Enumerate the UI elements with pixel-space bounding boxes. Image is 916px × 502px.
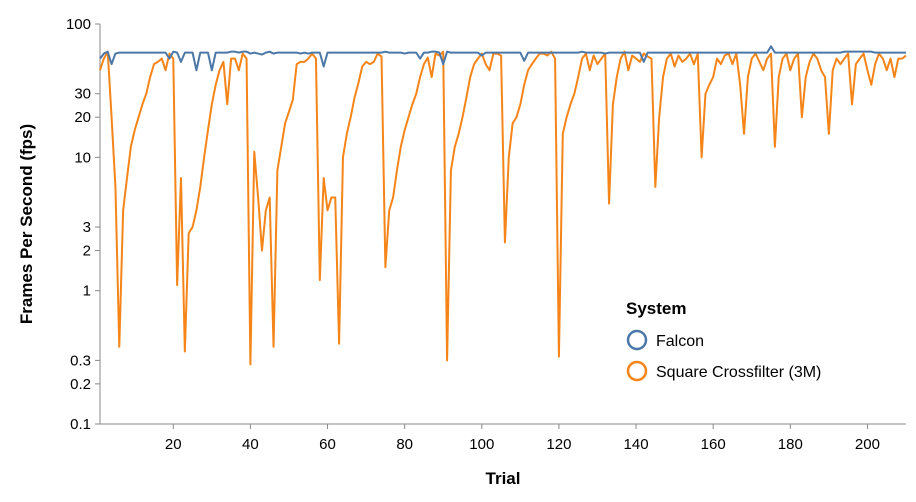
legend-swatch-falcon (626, 329, 648, 351)
x-tick-label: 200 (855, 436, 880, 453)
y-tick-label: 1 (83, 283, 91, 300)
x-tick-label: 40 (242, 436, 259, 453)
x-axis-ticks: 20 40 60 80 100 120 140 160 180 200 (165, 424, 880, 453)
x-tick-label: 120 (546, 436, 571, 453)
legend: System Falcon Square Crossfilter (3M) (626, 299, 821, 382)
y-tick-label: 2 (83, 243, 91, 260)
y-tick-label: 10 (74, 149, 91, 166)
legend-label-falcon: Falcon (656, 333, 704, 350)
legend-title: System (626, 299, 686, 318)
legend-swatch-square-crossfilter (626, 360, 648, 382)
y-tick-label: 30 (74, 86, 91, 103)
y-axis-title: Frames Per Second (fps) (17, 124, 36, 324)
y-tick-label: 3 (83, 219, 91, 236)
series-layer (99, 45, 907, 366)
x-axis-title: Trial (486, 469, 521, 488)
x-tick-label: 140 (624, 436, 649, 453)
x-tick-label: 20 (165, 436, 182, 453)
y-tick-label: 0.3 (70, 352, 91, 369)
y-tick-label: 20 (74, 109, 91, 126)
plot-area: 100 30 20 10 3 2 1 0.3 0.2 0.1 20 40 60 80 100 120 140 1… (66, 16, 907, 453)
x-tick-label: 60 (319, 436, 336, 453)
legend-label-square-crossfilter: Square Crossfilter (3M) (656, 364, 821, 381)
series-line-falcon (99, 45, 906, 72)
x-tick-label: 180 (778, 436, 803, 453)
x-tick-label: 100 (469, 436, 494, 453)
y-tick-label: 100 (66, 16, 91, 33)
y-tick-label: 0.1 (70, 416, 91, 433)
x-tick-label: 160 (701, 436, 726, 453)
series-line-square-crossfilter (99, 50, 907, 366)
y-tick-label: 0.2 (70, 376, 91, 393)
y-axis-ticks: 100 30 20 10 3 2 1 0.3 0.2 0.1 (66, 16, 100, 433)
x-tick-label: 80 (396, 436, 413, 453)
